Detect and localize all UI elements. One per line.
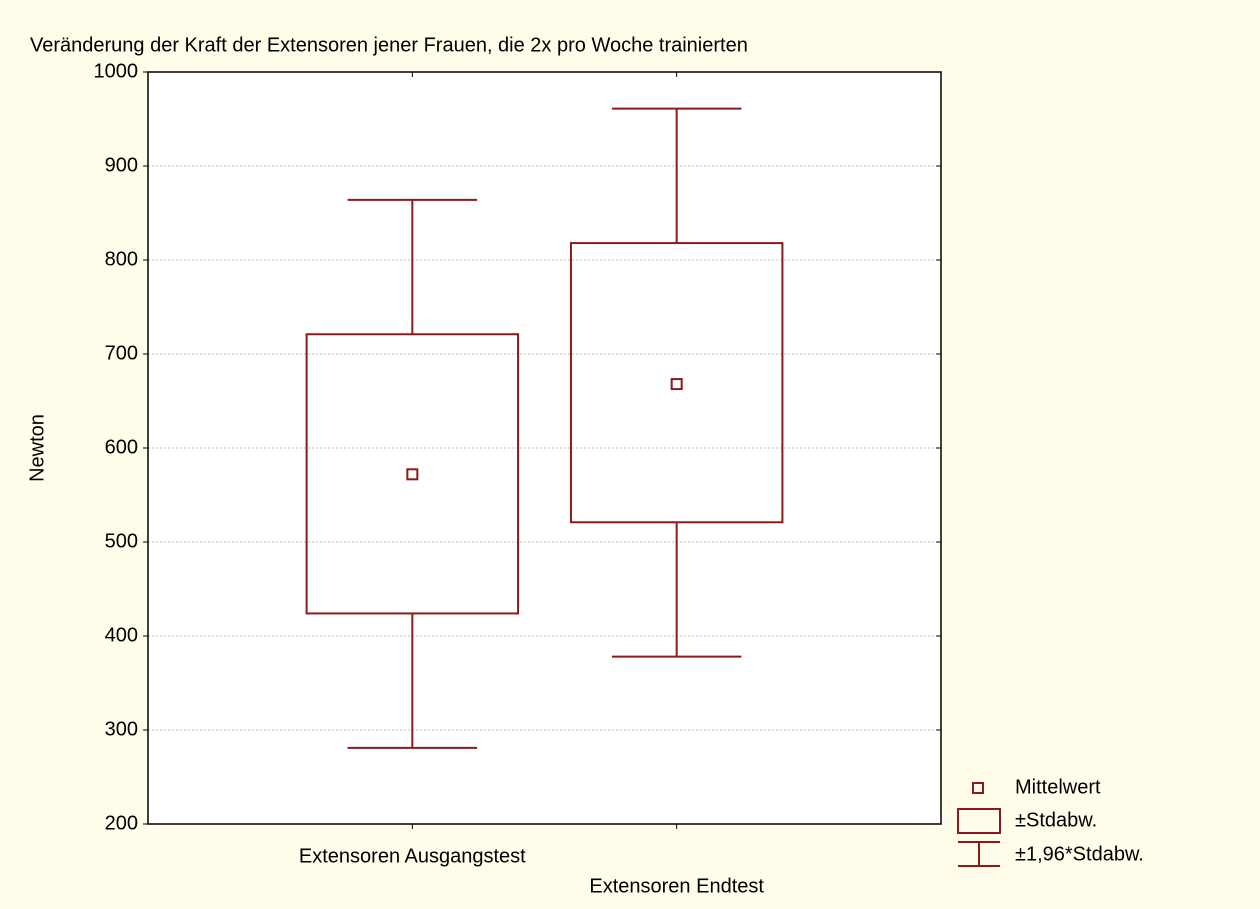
y-tick-label: 500 <box>105 530 138 552</box>
y-tick-label: 300 <box>105 718 138 740</box>
y-tick-label: 1000 <box>94 60 139 82</box>
box <box>569 242 784 524</box>
x-tick-label: Extensoren Endtest <box>589 875 764 897</box>
legend-mean-icon <box>972 782 984 794</box>
legend-box-icon <box>957 808 1001 834</box>
y-tick-label: 200 <box>105 812 138 834</box>
x-tick-label: Extensoren Ausgangstest <box>299 845 526 867</box>
mean-marker <box>406 468 419 481</box>
plot-frame <box>147 71 942 825</box>
legend-label: Mittelwert <box>1015 776 1101 798</box>
y-tick-label: 600 <box>105 436 138 458</box>
chart-title: Veränderung der Kraft der Extensoren jen… <box>30 34 748 56</box>
box <box>305 333 520 615</box>
mean-marker <box>670 378 683 391</box>
legend-label: ±1,96*Stdabw. <box>1015 843 1144 865</box>
y-tick-label: 900 <box>105 154 138 176</box>
y-tick-label: 700 <box>105 342 138 364</box>
legend-label: ±Stdabw. <box>1015 809 1097 831</box>
y-tick-label: 800 <box>105 248 138 270</box>
y-tick-label: 400 <box>105 624 138 646</box>
y-axis-label: Newton <box>26 414 48 482</box>
